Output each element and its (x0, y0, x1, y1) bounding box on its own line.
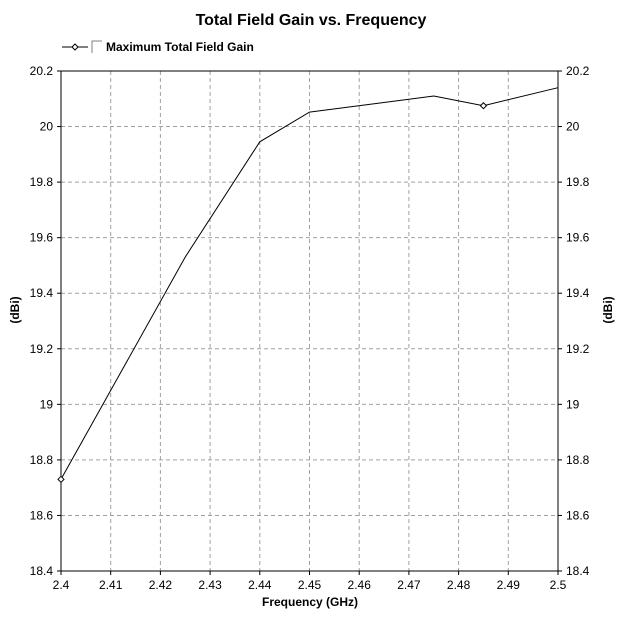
x-tick-label: 2.44 (248, 578, 272, 592)
data-point-marker (479, 102, 488, 110)
y-tick-label-right: 19.2 (566, 342, 590, 356)
x-tick-label: 2.5 (550, 578, 567, 592)
x-tick-label: 2.42 (149, 578, 173, 592)
y-tick-label: 19.4 (30, 286, 54, 300)
y-axis-title-right: (dBi) (601, 296, 615, 323)
y-tick-label-right: 19.4 (566, 286, 590, 300)
x-tick-label: 2.47 (397, 578, 421, 592)
legend-marker (71, 43, 79, 51)
y-tick-label: 18.4 (30, 564, 54, 578)
x-tick-label: 2.45 (298, 578, 322, 592)
y-tick-label-right: 19.8 (566, 175, 590, 189)
y-ticks-right: 18.4 18.6 18.8 19 19.2 19.4 19.6 19.8 20 20.2 (558, 64, 590, 578)
x-tick-label: 2.46 (348, 578, 372, 592)
legend-swatch (91, 40, 102, 53)
plot-frame (60, 70, 559, 572)
grid (61, 71, 558, 571)
y-tick-label: 19.8 (30, 175, 54, 189)
y-tick-label: 20 (40, 120, 54, 134)
series-group (57, 87, 559, 484)
y-tick-label-right: 18.8 (566, 453, 590, 467)
x-tick-label: 2.43 (198, 578, 222, 592)
legend-label: Maximum Total Field Gain (106, 40, 254, 54)
y-tick-label-right: 19 (566, 397, 580, 411)
legend: Maximum Total Field Gain (62, 40, 254, 54)
y-tick-label-right: 20 (566, 120, 580, 134)
y-tick-label: 19.6 (30, 231, 54, 245)
y-tick-label: 18.8 (30, 453, 54, 467)
x-tick-label: 2.41 (99, 578, 123, 592)
y-ticks-left: 18.4 18.6 18.8 19 19.2 19.4 19.6 19.8 20 20.2 (30, 64, 61, 578)
x-tick-label: 2.49 (497, 578, 521, 592)
y-tick-label: 19 (40, 397, 54, 411)
y-tick-label-right: 18.6 (566, 508, 590, 522)
chart-title: Total Field Gain vs. Frequency (196, 12, 427, 29)
y-tick-label-right: 19.6 (566, 231, 590, 245)
x-ticks: 2.4 2.41 2.42 2.43 2.44 2.45 2.46 2.47 2.48 2.49 2… (53, 571, 567, 592)
y-axis-title-left: (dBi) (8, 296, 22, 323)
data-point-marker (57, 475, 65, 484)
y-tick-label: 19.2 (30, 342, 54, 356)
y-tick-label-right: 20.2 (566, 64, 590, 78)
x-tick-label: 2.4 (53, 578, 70, 592)
y-tick-label: 18.6 (30, 508, 54, 522)
y-tick-label: 20.2 (30, 64, 54, 78)
x-tick-label: 2.48 (447, 578, 471, 592)
x-axis-title: Frequency (GHz) (262, 595, 358, 609)
y-tick-label-right: 18.4 (566, 564, 590, 578)
